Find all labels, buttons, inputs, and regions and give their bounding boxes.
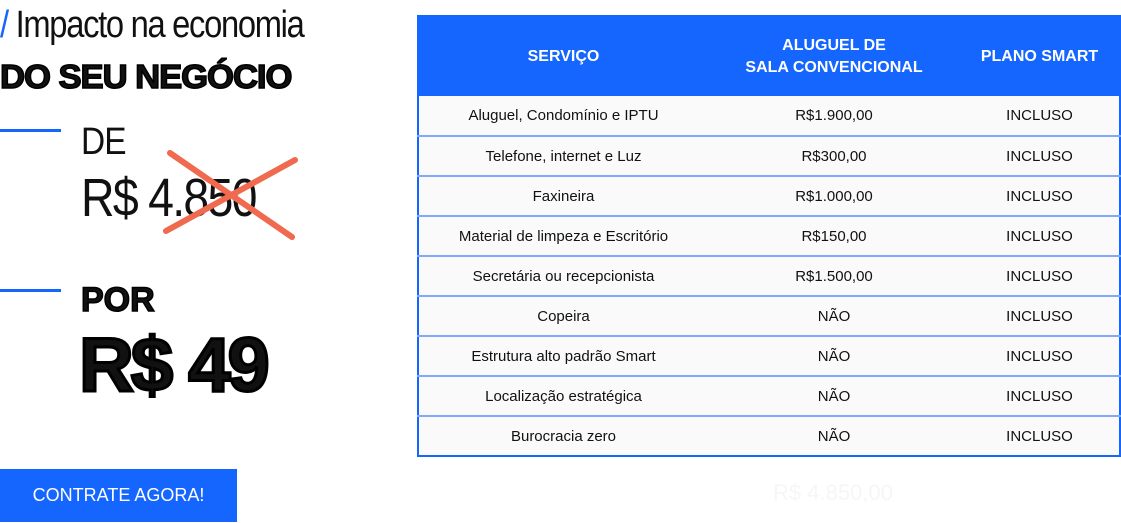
- header-line: ALUGUEL DE: [782, 36, 886, 54]
- contract-now-button[interactable]: CONTRATE AGORA!: [0, 469, 237, 522]
- table-row: Secretária ou recepcionista R$1.500,00 INC…: [418, 255, 1120, 296]
- header-smart: PLANO SMART: [960, 16, 1120, 96]
- cell-smart-plan: INCLUSO: [960, 215, 1120, 256]
- header-service: SERVIÇO: [418, 16, 708, 96]
- cell-conventional-price: R$300,00: [708, 135, 960, 176]
- accent-divider: [0, 129, 61, 132]
- cell-smart-plan: INCLUSO: [960, 175, 1120, 216]
- to-label: POR: [80, 280, 155, 320]
- cell-service: Material de limpeza e Escritório: [418, 215, 708, 256]
- table-row: Telefone, internet e Luz R$300,00 INCLUSO: [418, 135, 1120, 176]
- strikethrough-x-icon: [163, 150, 298, 240]
- headline-line2: DO SEU NEGÓCIO: [0, 57, 293, 96]
- cell-smart-plan: INCLUSO: [1006, 107, 1073, 124]
- cell-service: Faxineira: [418, 175, 708, 216]
- new-price: R$ 49: [78, 322, 272, 410]
- cell-conventional-price: R$1.500,00: [708, 255, 960, 296]
- cell-smart-plan: INCLUSO: [960, 375, 1120, 416]
- headline-line1: / Impacto na economia: [0, 4, 305, 47]
- table-header: SERVIÇO ALUGUEL DE SALA CONVENCIONAL PLAN…: [418, 16, 1120, 96]
- table-row: Copeira NÃO INCLUSO: [418, 295, 1120, 336]
- table-row: Localização estratégica NÃO INCLUSO: [418, 375, 1120, 416]
- total-price-faded: R$ 4.850,00: [773, 480, 893, 505]
- cell-conventional-price: R$1.900,00: [795, 107, 873, 124]
- table-row: Aluguel, Condomínio e IPTU R$1.900,00 INCL…: [418, 96, 1120, 136]
- headline-text: Impacto na economia: [15, 4, 305, 46]
- cell-smart-plan: INCLUSO: [960, 335, 1120, 376]
- cell-conventional-price: R$1.000,00: [708, 175, 960, 216]
- cell-service: Burocracia zero: [418, 415, 708, 456]
- cell-smart-plan: INCLUSO: [960, 135, 1120, 176]
- table-row: Estrutura alto padrão Smart NÃO INCLUSO: [418, 335, 1120, 376]
- cell-service: Aluguel, Condomínio e IPTU: [468, 107, 659, 124]
- cell-smart-plan: INCLUSO: [960, 295, 1120, 336]
- accent-divider: [0, 289, 61, 292]
- cell-conventional-price: NÃO: [708, 335, 960, 376]
- cell-smart-plan: INCLUSO: [960, 255, 1120, 296]
- cell-conventional-price: R$150,00: [708, 215, 960, 256]
- cell-service: Copeira: [418, 295, 708, 336]
- table-row: Material de limpeza e Escritório R$150,00…: [418, 215, 1120, 256]
- cell-smart-plan: INCLUSO: [960, 415, 1120, 456]
- header-conventional: ALUGUEL DE SALA CONVENCIONAL: [708, 16, 960, 96]
- cell-service: Secretária ou recepcionista: [418, 255, 708, 296]
- cell-conventional-price: NÃO: [708, 415, 960, 456]
- cell-service: Localização estratégica: [418, 375, 708, 416]
- slash-accent: /: [0, 4, 9, 46]
- cell-conventional-price: NÃO: [708, 375, 960, 416]
- table-row: Burocracia zero NÃO INCLUSO: [418, 415, 1120, 456]
- from-label: DE: [81, 121, 127, 163]
- cell-service: Telefone, internet e Luz: [418, 135, 708, 176]
- comparison-table: SERVIÇO ALUGUEL DE SALA CONVENCIONAL PLAN…: [417, 15, 1121, 457]
- table-row: Faxineira R$1.000,00 INCLUSO: [418, 175, 1120, 216]
- header-line: SALA CONVENCIONAL: [745, 58, 923, 76]
- cell-conventional-price: NÃO: [708, 295, 960, 336]
- cell-service: Estrutura alto padrão Smart: [418, 335, 708, 376]
